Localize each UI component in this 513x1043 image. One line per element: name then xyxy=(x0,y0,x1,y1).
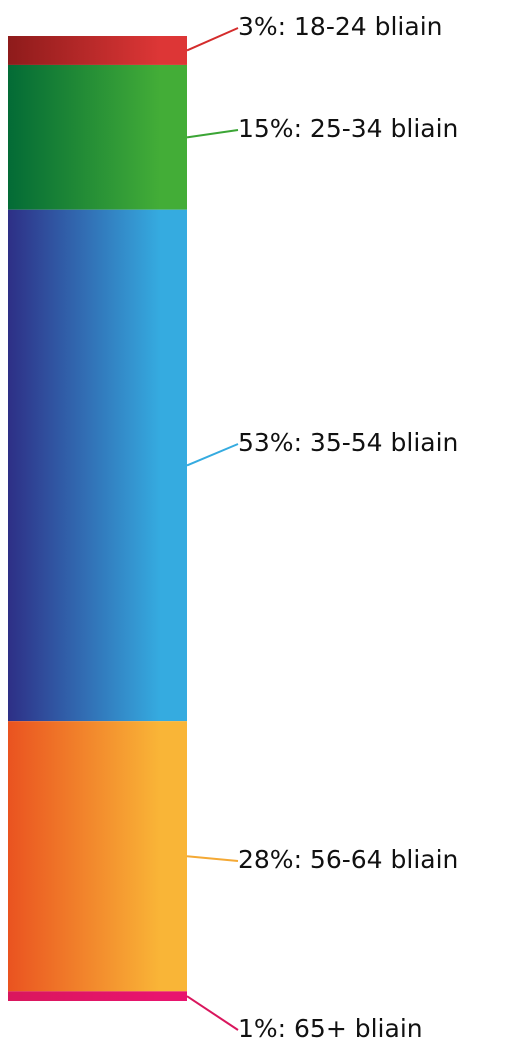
segment-label-1: 15%: 25-34 bliain xyxy=(238,114,458,143)
segment-label-3: 28%: 56-64 bliain xyxy=(238,845,458,874)
bar-segment-56-64-bliain xyxy=(8,721,187,992)
bar-segment-25-34-bliain xyxy=(8,64,187,210)
bar-segment-65-bliain xyxy=(8,991,187,1001)
segment-label-4: 1%: 65+ bliain xyxy=(238,1014,423,1043)
segment-label-0: 3%: 18-24 bliain xyxy=(238,12,443,41)
segment-labels: 3%: 18-24 bliain 15%: 25-34 bliain 53%: 35… xyxy=(238,12,458,1043)
segment-label-2: 53%: 35-54 bliain xyxy=(238,428,458,457)
leader-line-2 xyxy=(186,443,239,467)
leader-line-4 xyxy=(186,995,239,1031)
bar-segment-18-24-bliain xyxy=(8,36,187,65)
bar-segments xyxy=(8,36,187,1001)
leader-line-3 xyxy=(186,855,239,862)
bar-segment-35-54-bliain xyxy=(8,209,187,722)
leader-lines xyxy=(186,27,239,1031)
leader-line-0 xyxy=(186,27,239,52)
leader-line-1 xyxy=(186,129,239,139)
